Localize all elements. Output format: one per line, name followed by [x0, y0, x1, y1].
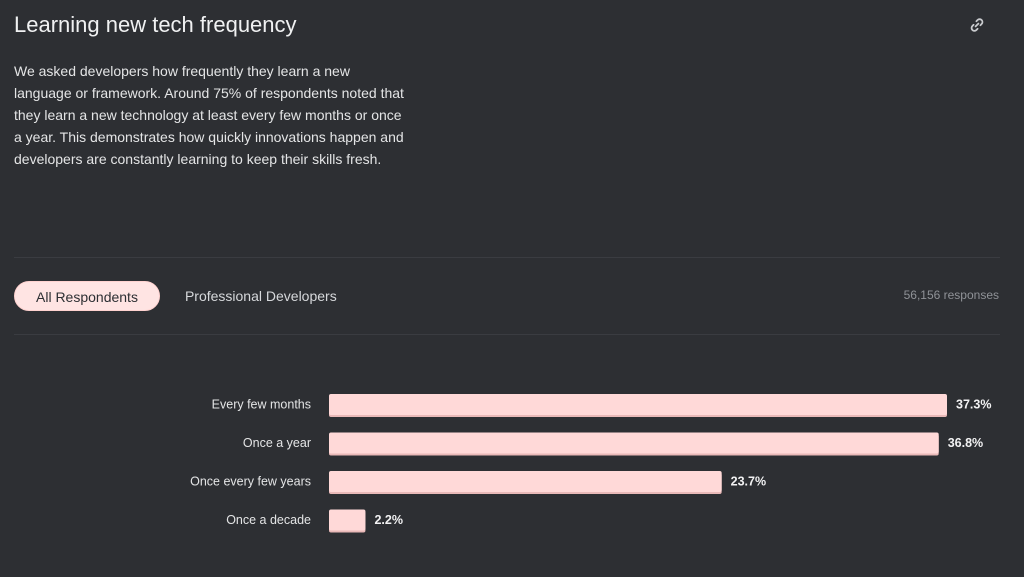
- response-count: 56,156 responses: [903, 288, 999, 302]
- category-label: Once a year: [243, 436, 311, 450]
- tab-all-respondents[interactable]: All Respondents: [14, 281, 160, 311]
- bar[interactable]: [329, 394, 947, 415]
- section-description: We asked developers how frequently they …: [14, 63, 404, 167]
- respondent-tabs: All Respondents Professional Developers: [14, 281, 358, 311]
- value-label: 36.8%: [948, 436, 983, 450]
- section-title: Learning new tech frequency: [14, 12, 297, 37]
- bar[interactable]: [329, 471, 722, 492]
- frequency-bar-chart: Every few months 37.3% Once a year 36.8% Onc…: [0, 385, 1024, 545]
- value-label: 2.2%: [374, 513, 403, 527]
- section-header: Learning new tech frequency: [14, 8, 1000, 44]
- value-label: 37.3%: [956, 398, 991, 412]
- divider: [14, 334, 1000, 335]
- chart-svg: Every few months 37.3% Once a year 36.8% Onc…: [190, 394, 991, 533]
- link-icon[interactable]: [968, 16, 986, 34]
- bar[interactable]: [329, 509, 366, 531]
- value-label: 23.7%: [731, 475, 766, 489]
- category-label: Once every few years: [190, 475, 311, 489]
- tab-professional-developers[interactable]: Professional Developers: [184, 288, 337, 304]
- bar[interactable]: [329, 432, 939, 454]
- category-label: Every few months: [212, 398, 311, 412]
- divider: [14, 257, 1000, 258]
- category-label: Once a decade: [226, 513, 311, 527]
